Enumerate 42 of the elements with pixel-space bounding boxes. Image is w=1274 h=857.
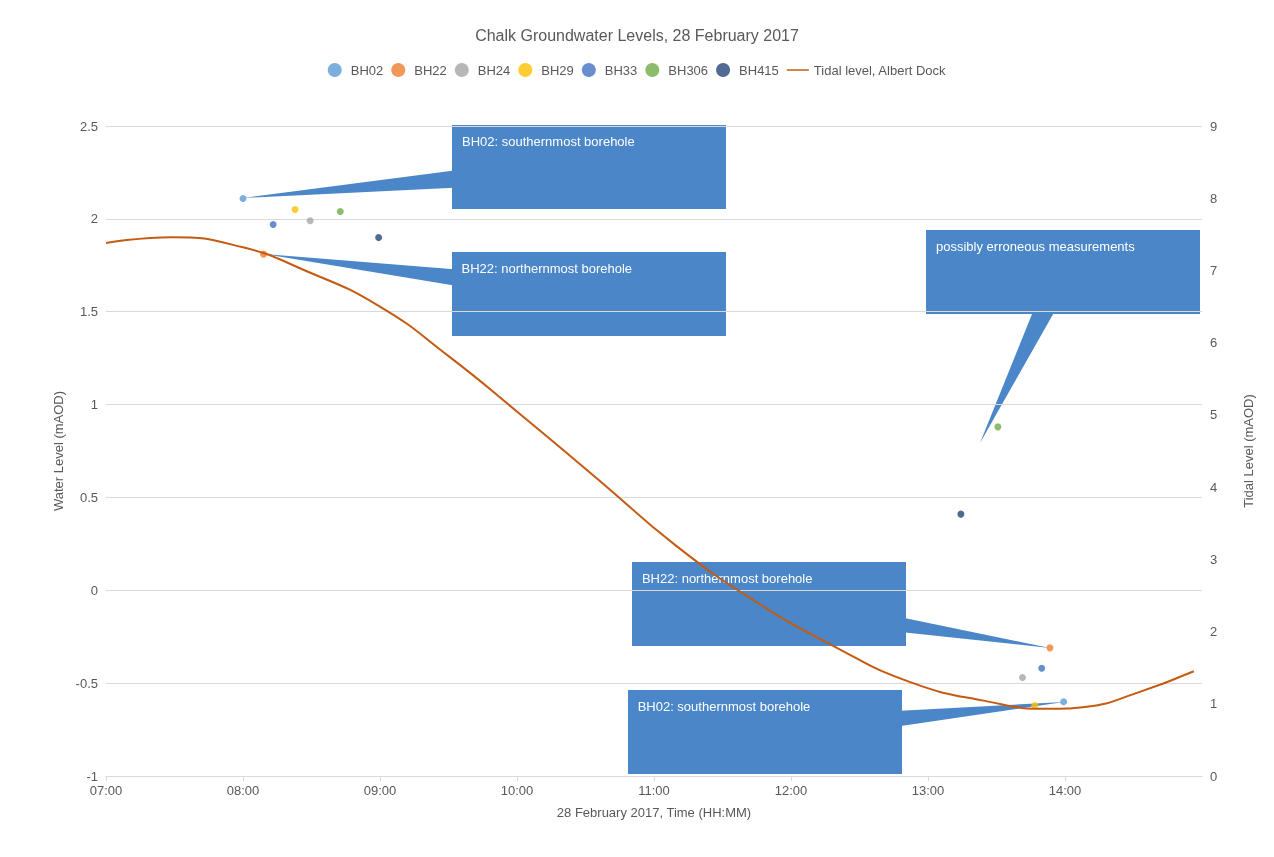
y2-tick-label: 9 — [1210, 118, 1218, 134]
legend-label: Tidal level, Albert Dock — [813, 62, 947, 78]
y2-tick-label: 1 — [1210, 696, 1218, 712]
x-tick-label: 12:00 — [774, 783, 808, 798]
y2-axis-title: Tidal Level (mAOD) — [1241, 394, 1256, 508]
chart-title: Chalk Groundwater Levels, 28 February 2017 — [475, 26, 799, 44]
x-tick-label: 13:00 — [911, 783, 945, 798]
x-tick-label: 14:00 — [1048, 783, 1082, 798]
annotation: BH02: southernmost borehole — [637, 698, 811, 714]
y2-tick-label: 5 — [1210, 407, 1218, 423]
legend-label: BH415 — [739, 62, 779, 78]
x-tick-label: 08:00 — [226, 783, 260, 798]
y-tick-label: 2.5 — [79, 118, 98, 134]
annotation: possibly erroneous measurements — [936, 239, 1135, 254]
y-tick-label: -0.5 — [75, 675, 98, 691]
x-tick-label: 09:00 — [363, 783, 397, 798]
legend-label: BH22 — [414, 62, 447, 78]
y-tick-label: 0.5 — [79, 489, 98, 505]
y2-tick-label: 4 — [1210, 479, 1218, 495]
y2-tick-label: 6 — [1210, 335, 1218, 351]
x-tick-label: 07:00 — [89, 783, 123, 798]
y2-tick-label: 7 — [1210, 262, 1218, 278]
annotation: BH22: northernmost borehole — [461, 261, 633, 277]
legend-label: BH306 — [668, 62, 709, 78]
y-tick-label: 2 — [90, 211, 98, 227]
y-tick-label: 1 — [90, 397, 98, 413]
x-tick-label: 10:00 — [500, 783, 534, 798]
y2-tick-label: 2 — [1210, 624, 1218, 640]
y-tick-label: 0 — [90, 582, 98, 598]
y2-tick-label: 3 — [1210, 551, 1218, 567]
legend-label: BH29 — [541, 62, 574, 78]
legend-label: BH02 — [350, 62, 384, 78]
y2-tick-label: 8 — [1210, 190, 1218, 206]
legend-label: BH33 — [604, 62, 638, 78]
x-axis-title: 28 February 2017, Time (HH:MM) — [556, 805, 752, 820]
legend-label: BH24 — [477, 62, 511, 78]
x-tick-label: 11:00 — [638, 783, 670, 798]
y-tick-label: 1.5 — [79, 304, 98, 320]
y-axis-title: Water Level (mAOD) — [50, 390, 66, 512]
annotation: BH02: southernmost borehole — [462, 134, 635, 150]
y2-tick-label: 0 — [1210, 768, 1218, 784]
y-tick-label: -1 — [86, 768, 98, 784]
